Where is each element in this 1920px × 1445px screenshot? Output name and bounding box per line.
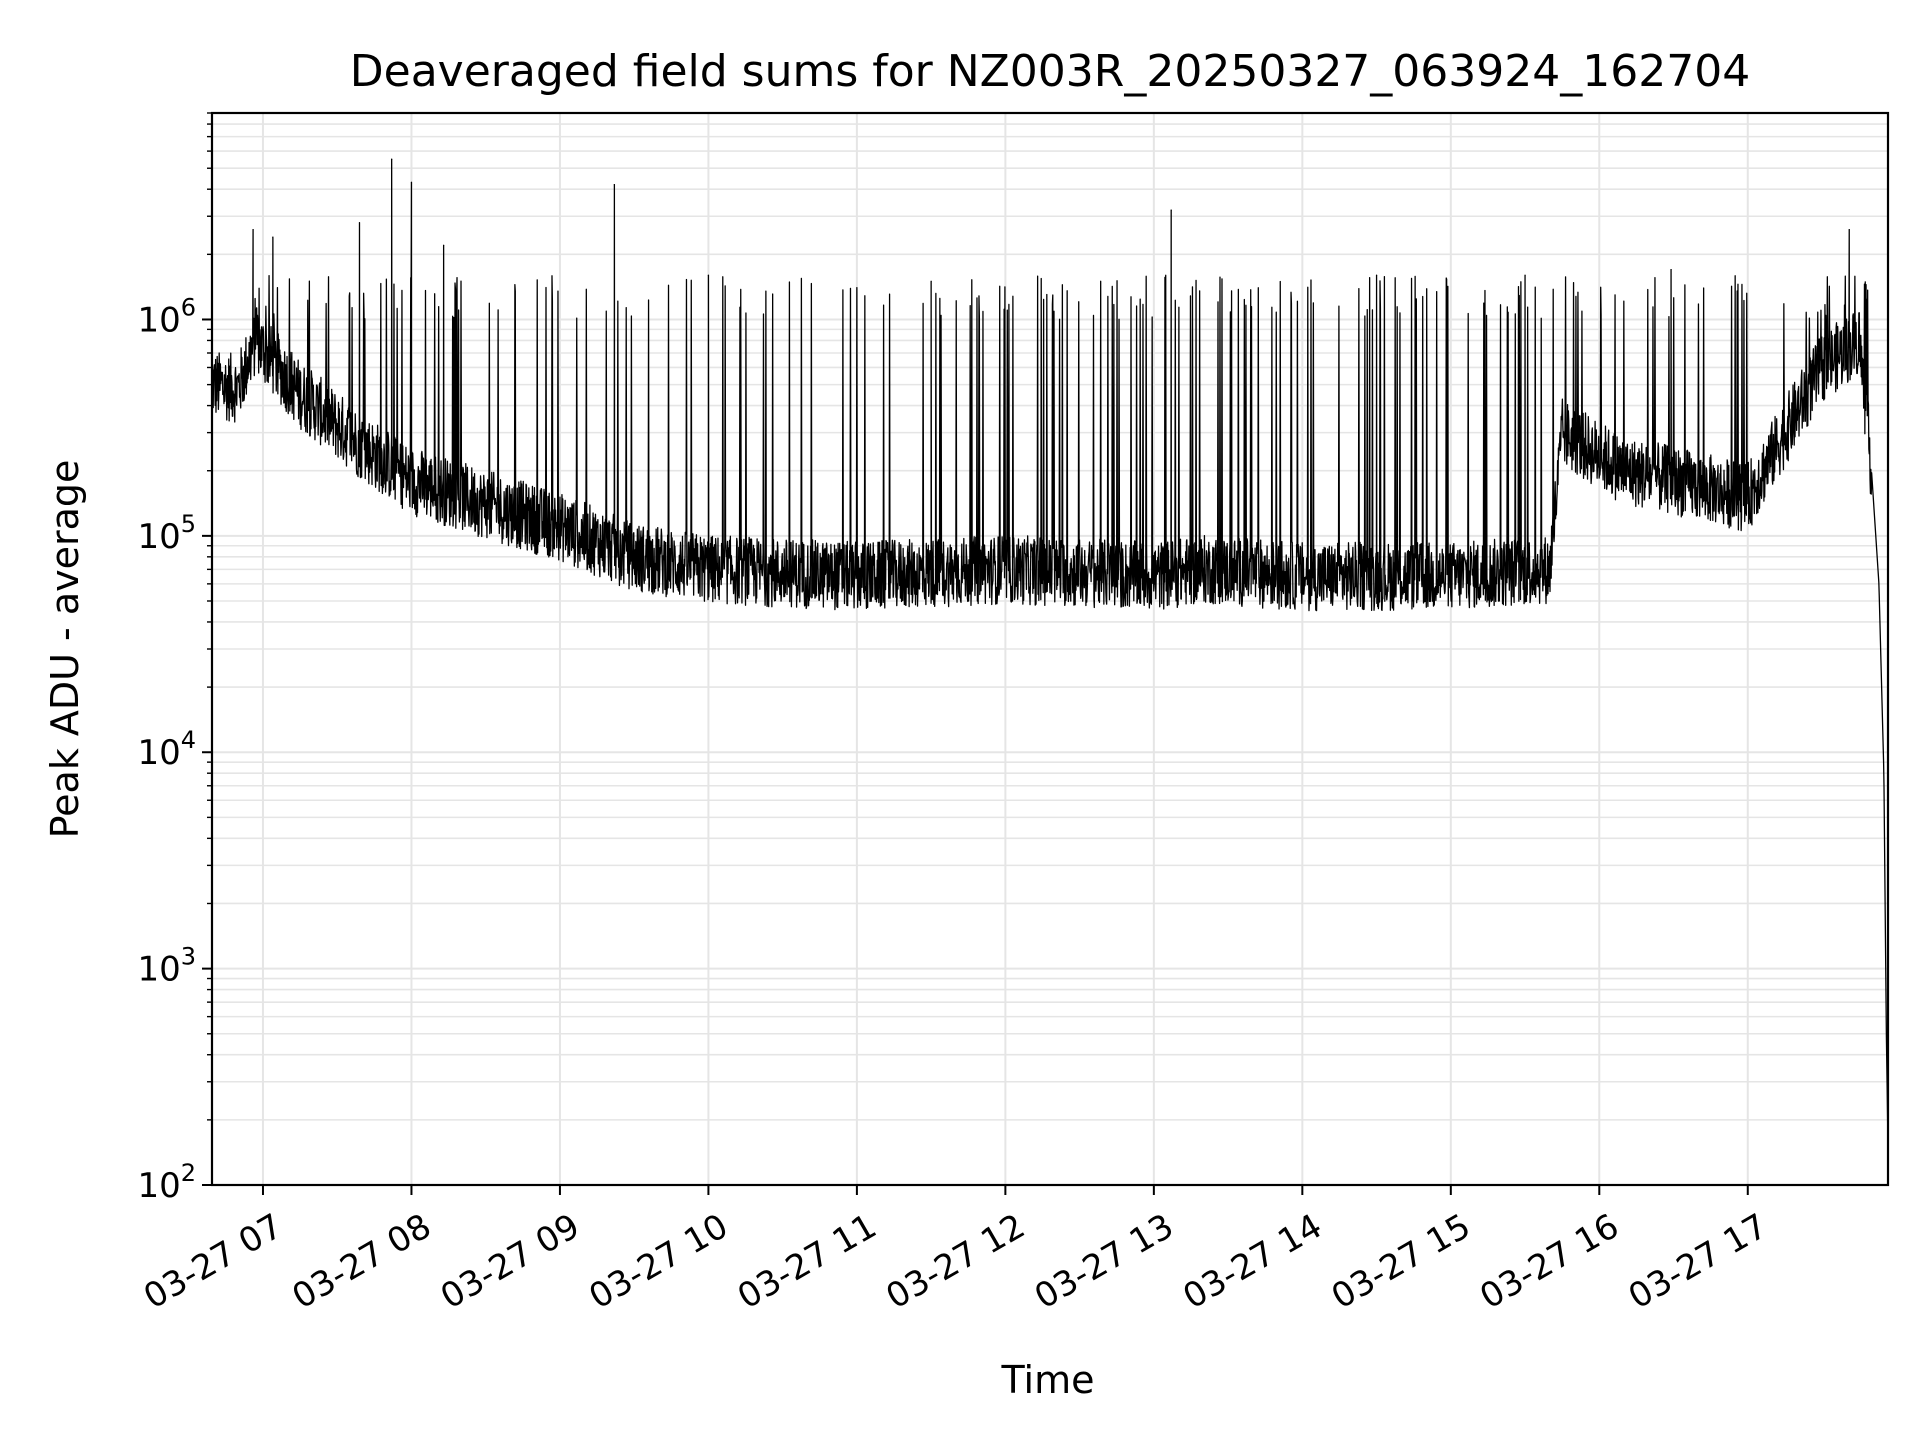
peak-point [707,274,710,276]
peak-point [272,236,274,238]
y-axis-label: Peak ADU - average [43,460,87,839]
peak-point [252,229,254,231]
x-tick-label: 03-27 08 [286,1206,438,1317]
peak-point [1524,274,1526,276]
x-tick-label: 03-27 15 [1325,1206,1477,1317]
y-tick-label: 105 [137,510,196,557]
x-axis-label: Time [1001,1358,1095,1402]
x-tick-label: 03-27 17 [1622,1206,1774,1317]
x-tick-label: 03-27 16 [1473,1206,1625,1317]
peak-point [391,158,393,160]
x-tick-label: 03-27 07 [137,1206,289,1317]
x-tick-label: 03-27 14 [1176,1206,1328,1317]
grid-layer [212,112,1888,1186]
peak-point [1670,269,1672,271]
x-tick-label: 03-27 11 [731,1206,883,1317]
x-tick-label: 03-27 12 [879,1206,1031,1317]
y-tick-label: 106 [137,293,196,340]
y-tick-label: 103 [137,943,196,990]
peak-point [613,184,615,186]
chart-title: Deaveraged field sums for NZ003R_2025032… [350,46,1750,97]
y-tick-label: 104 [137,726,196,773]
series-line [211,158,1889,1147]
x-tick-label: 03-27 13 [1028,1206,1180,1317]
peak-point [443,244,445,246]
peak-point [358,222,361,224]
peak-point [1848,229,1850,231]
peak-point [930,280,932,282]
peak-point [1375,274,1378,276]
y-tick-label: 102 [137,1159,196,1206]
x-tick-label: 03-27 09 [434,1206,586,1317]
peak-point [1170,209,1172,211]
peak-point [410,181,413,184]
x-tick-label: 03-27 10 [583,1206,735,1317]
data-layer [211,158,1889,1147]
